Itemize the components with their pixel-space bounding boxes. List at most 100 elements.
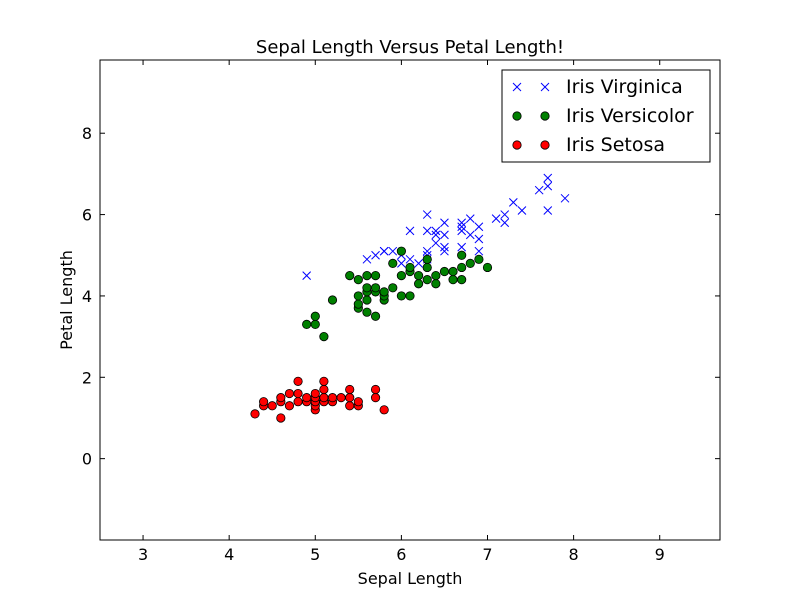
data-point: [284, 401, 295, 411]
data-point: [388, 283, 398, 293]
data-point: [379, 287, 389, 297]
data-point: [276, 393, 286, 403]
data-point: [500, 218, 510, 228]
data-point: [336, 393, 346, 403]
data-point: [362, 307, 372, 317]
data-point: [362, 254, 372, 264]
data-point: [293, 388, 303, 399]
data-point: [396, 291, 406, 301]
data-point: [319, 393, 329, 403]
data-point: [431, 226, 441, 236]
data-point: [302, 393, 312, 403]
data-point: [405, 262, 415, 273]
data-point: [405, 226, 415, 236]
data-point: [422, 246, 432, 256]
y-axis-label: Petal Length: [57, 250, 76, 350]
data-point: [353, 299, 363, 309]
data-point: [319, 376, 329, 386]
data-point: [457, 250, 467, 260]
data-point: [259, 397, 269, 407]
data-point: [388, 258, 398, 268]
chart-title: Sepal Length Versus Petal Length!: [256, 37, 564, 58]
legend-label: Iris Setosa: [566, 134, 665, 156]
data-point: [345, 401, 355, 411]
data-point: [405, 291, 415, 301]
series-1: [302, 246, 493, 342]
data-point: [370, 270, 381, 281]
data-point: [310, 319, 320, 330]
data-point: [474, 234, 484, 244]
data-point: [353, 397, 363, 407]
data-point: [465, 258, 475, 268]
data-point: [414, 279, 424, 289]
legend-entry-0: Iris Virginica: [512, 76, 683, 98]
data-point: [534, 185, 544, 195]
x-tick-label: 5: [310, 545, 320, 564]
y-tick-label: 0: [82, 450, 92, 469]
data-point: [310, 388, 320, 399]
x-tick-label: 4: [224, 545, 234, 564]
x-tick-label: 7: [482, 545, 492, 564]
x-tick-label: 9: [655, 545, 665, 564]
data-point: [414, 259, 423, 268]
data-point: [448, 275, 458, 285]
data-point: [439, 266, 450, 277]
data-point: [474, 254, 484, 264]
data-point: [310, 311, 320, 321]
data-point: [414, 270, 424, 281]
legend-marker: [512, 140, 522, 150]
data-point: [345, 270, 355, 281]
data-point: [345, 384, 355, 395]
data-point: [405, 254, 415, 264]
data-point: [457, 262, 467, 273]
data-point: [362, 283, 372, 293]
y-tick-label: 8: [82, 124, 92, 143]
data-point: [362, 295, 372, 305]
data-point: [543, 173, 553, 183]
data-point: [543, 206, 553, 215]
data-point: [353, 275, 363, 285]
series-0: [302, 173, 570, 280]
data-point: [302, 319, 312, 330]
data-point: [560, 193, 570, 203]
data-point: [431, 230, 441, 240]
data-point: [465, 230, 475, 240]
data-point: [431, 279, 441, 289]
data-point: [457, 222, 467, 232]
data-point: [396, 246, 406, 256]
x-axis-label: Sepal Length: [358, 569, 463, 588]
data-point: [345, 393, 355, 403]
data-point: [396, 270, 406, 281]
legend-marker: [512, 111, 522, 121]
data-point: [302, 271, 312, 280]
data-point: [457, 218, 467, 228]
data-point: [422, 226, 432, 236]
data-point: [284, 388, 295, 399]
data-point: [491, 214, 501, 223]
data-point: [465, 214, 475, 223]
data-point: [482, 262, 493, 273]
data-point: [379, 405, 389, 415]
y-tick-label: 4: [82, 287, 92, 306]
x-tick-label: 6: [396, 545, 406, 564]
data-point: [370, 283, 381, 293]
data-point: [388, 246, 398, 256]
data-point: [448, 266, 458, 277]
data-point: [500, 210, 510, 219]
data-point: [422, 275, 432, 285]
data-point: [431, 270, 441, 281]
data-point: [474, 222, 484, 232]
legend-box: [501, 69, 711, 163]
data-point: [362, 270, 372, 281]
x-tick-label: 8: [569, 545, 579, 564]
legend: Iris Virginica Iris Versicolor Iris Setosa: [501, 69, 711, 163]
data-point: [422, 210, 432, 219]
data-point: [293, 397, 303, 407]
data-point: [250, 409, 260, 419]
data-point: [379, 246, 389, 256]
series-2: [250, 376, 389, 423]
y-tick-label: 2: [82, 368, 92, 387]
data-point: [457, 242, 467, 252]
data-point: [457, 226, 467, 236]
